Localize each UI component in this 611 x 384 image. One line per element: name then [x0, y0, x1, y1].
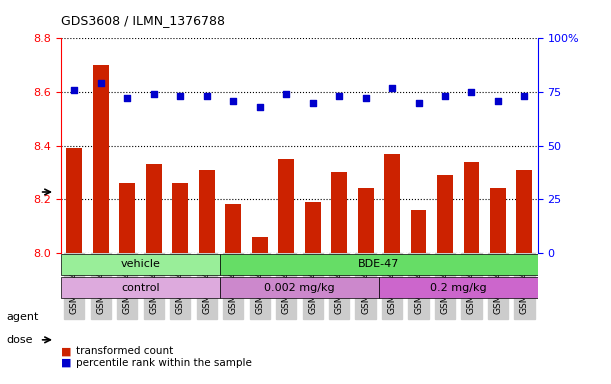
Point — [519, 93, 529, 99]
Text: ■: ■ — [61, 346, 71, 356]
Bar — [252, 237, 268, 253]
Bar — [331, 172, 347, 253]
Bar — [437, 175, 453, 253]
Bar — [225, 204, 241, 253]
Text: vehicle: vehicle — [120, 259, 161, 269]
Text: 0.2 mg/kg: 0.2 mg/kg — [430, 283, 486, 293]
Bar — [199, 170, 214, 253]
Bar — [93, 65, 109, 253]
Point — [467, 89, 477, 95]
Point — [202, 93, 211, 99]
Bar — [146, 164, 162, 253]
Point — [255, 104, 265, 110]
Point — [440, 93, 450, 99]
Text: ■: ■ — [61, 358, 71, 368]
Text: transformed count: transformed count — [76, 346, 174, 356]
Point — [96, 80, 106, 86]
Bar — [411, 210, 426, 253]
Text: BDE-47: BDE-47 — [358, 259, 400, 269]
Point — [308, 99, 318, 106]
Bar — [278, 159, 294, 253]
Text: agent: agent — [6, 312, 38, 322]
FancyBboxPatch shape — [61, 277, 220, 298]
FancyBboxPatch shape — [220, 277, 379, 298]
Point — [70, 87, 79, 93]
FancyBboxPatch shape — [379, 277, 538, 298]
Text: control: control — [121, 283, 160, 293]
Point — [149, 91, 159, 97]
Point — [229, 98, 238, 104]
Point — [387, 84, 397, 91]
Bar — [464, 162, 480, 253]
Bar — [490, 189, 506, 253]
Point — [334, 93, 344, 99]
Point — [175, 93, 185, 99]
Bar — [172, 183, 188, 253]
Bar — [119, 183, 135, 253]
Text: 0.002 mg/kg: 0.002 mg/kg — [264, 283, 335, 293]
FancyBboxPatch shape — [61, 254, 220, 275]
Point — [414, 99, 423, 106]
Text: percentile rank within the sample: percentile rank within the sample — [76, 358, 252, 368]
Bar — [357, 189, 373, 253]
Point — [360, 95, 370, 101]
Text: dose: dose — [6, 335, 32, 345]
Point — [122, 95, 132, 101]
Bar — [305, 202, 321, 253]
Point — [281, 91, 291, 97]
Bar — [67, 148, 82, 253]
Point — [493, 98, 503, 104]
Bar — [516, 170, 532, 253]
FancyBboxPatch shape — [220, 254, 538, 275]
Text: GDS3608 / ILMN_1376788: GDS3608 / ILMN_1376788 — [61, 14, 225, 27]
Bar — [384, 154, 400, 253]
